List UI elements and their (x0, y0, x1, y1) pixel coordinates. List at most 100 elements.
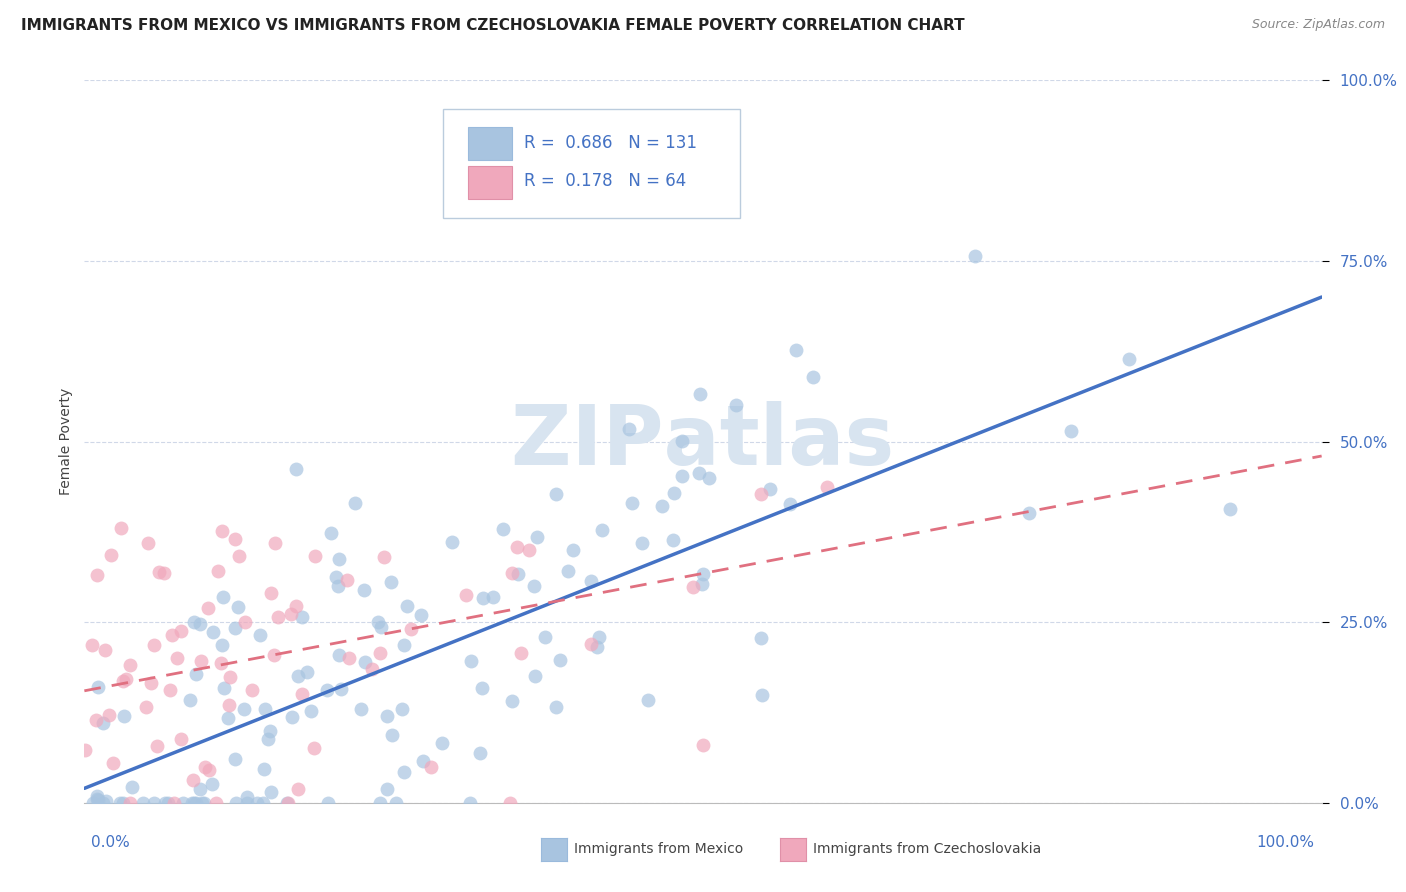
Point (86, 568, 108, 582)
Point (170, 624, 193, 639)
Point (110, 521, 132, 535)
Point (249, 628, 271, 642)
Point (152, 566, 174, 580)
Point (166, 651, 188, 665)
Point (181, 773, 204, 788)
Point (690, 576, 713, 591)
Text: R =  0.686   N = 131: R = 0.686 N = 131 (523, 134, 696, 153)
Point (159, 683, 181, 698)
Point (197, 600, 219, 615)
Point (328, 552, 350, 566)
Point (91, 796, 114, 810)
Point (135, 699, 157, 714)
Point (468, 746, 491, 760)
Point (184, 796, 207, 810)
Point (91, 716, 114, 731)
Point (631, 536, 654, 550)
Point (84, 713, 107, 727)
Point (391, 702, 413, 716)
Point (506, 541, 529, 555)
Point (148, 565, 170, 579)
Point (692, 738, 714, 752)
Point (225, 796, 247, 810)
Point (228, 549, 250, 563)
Point (458, 796, 481, 810)
Point (316, 796, 339, 810)
Point (399, 622, 422, 636)
Point (501, 566, 523, 581)
Point (295, 665, 318, 679)
Point (508, 567, 530, 582)
Point (749, 631, 772, 645)
Point (139, 676, 162, 690)
Point (671, 469, 693, 483)
Point (368, 796, 391, 810)
Point (456, 588, 478, 602)
Point (337, 651, 360, 665)
Point (287, 782, 309, 797)
Point (188, 616, 211, 631)
Point (142, 796, 165, 810)
Point (86, 791, 108, 805)
Point (662, 533, 685, 547)
Point (336, 573, 359, 587)
Point (169, 731, 191, 746)
Point (620, 496, 643, 510)
Point (460, 654, 482, 668)
Point (304, 740, 326, 755)
Point (373, 550, 395, 565)
Point (253, 702, 276, 716)
Point (481, 591, 503, 605)
Point (143, 638, 166, 652)
Point (236, 790, 259, 805)
Point (160, 628, 183, 642)
Point (501, 694, 523, 708)
Point (276, 796, 298, 810)
Text: Immigrants from Mexico: Immigrants from Mexico (574, 842, 742, 856)
Point (380, 574, 402, 589)
Point (591, 523, 613, 537)
Point (190, 655, 212, 669)
Point (120, 796, 142, 810)
Point (304, 549, 326, 563)
Point (82, 796, 104, 810)
Point (392, 638, 415, 652)
Point (581, 574, 603, 588)
Point (411, 607, 433, 622)
Point (344, 495, 367, 509)
Point (585, 640, 607, 655)
Point (82, 638, 104, 652)
Point (367, 615, 389, 629)
Point (526, 530, 548, 544)
Point (637, 693, 659, 707)
Point (662, 485, 685, 500)
Point (209, 656, 232, 670)
Point (384, 796, 406, 810)
Point (544, 487, 567, 501)
Point (246, 796, 269, 810)
Point (588, 630, 610, 644)
Point (375, 781, 398, 796)
Point (350, 701, 373, 715)
Point (285, 599, 308, 613)
Text: 0.0%: 0.0% (91, 836, 131, 850)
Point (353, 582, 375, 597)
Point (1018, 506, 1040, 520)
Point (97, 708, 120, 723)
Point (758, 482, 780, 496)
Point (682, 580, 704, 594)
Y-axis label: Female Poverty: Female Poverty (59, 388, 73, 495)
Point (224, 621, 246, 635)
Point (548, 653, 571, 667)
Point (724, 398, 747, 412)
Point (115, 672, 138, 686)
Point (280, 607, 302, 622)
Point (963, 249, 986, 263)
Point (180, 796, 202, 810)
FancyBboxPatch shape (443, 109, 740, 218)
Point (316, 682, 339, 697)
Point (368, 646, 391, 660)
Point (291, 610, 314, 624)
Point (212, 590, 235, 604)
Point (472, 591, 495, 606)
